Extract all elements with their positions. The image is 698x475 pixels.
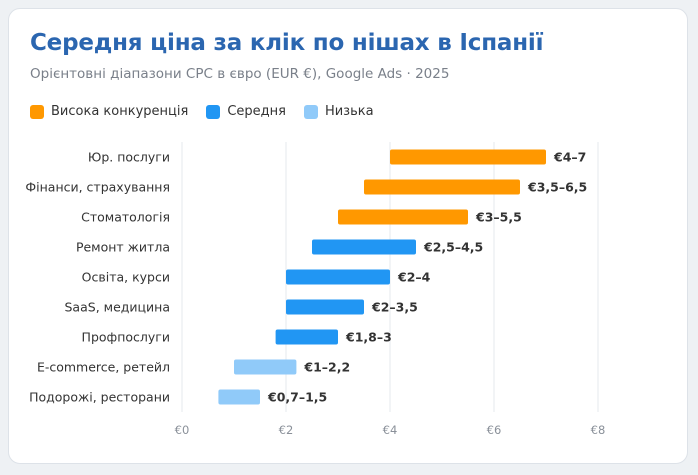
x-tick-label: €8 [591, 423, 606, 437]
x-tick-label: €4 [383, 423, 398, 437]
bar-value-label: €1–2,2 [303, 360, 350, 375]
range-bar [286, 299, 364, 315]
category-label: Юр. послуги [88, 150, 170, 165]
x-tick-label: €2 [279, 423, 294, 437]
bar-value-label: €3,5–6,5 [527, 180, 587, 195]
legend-swatch-low [303, 104, 318, 119]
bar-value-label: €2,5–4,5 [423, 240, 483, 255]
legend-label-medium: Середня [227, 104, 286, 119]
bar-value-label: €2–4 [397, 270, 431, 285]
chart-subtitle: Орієнтовні діапазони CPC в євро (EUR €),… [30, 66, 450, 82]
range-bar [218, 389, 260, 405]
bar-value-label: €1,8–3 [345, 330, 392, 345]
category-label: Стоматологія [81, 210, 170, 225]
legend-label-high: Висока конкуренція [51, 104, 189, 119]
bar-value-label: €3–5,5 [475, 210, 522, 225]
legend-item-low: Низька [303, 104, 374, 119]
legend-label-low: Низька [324, 104, 374, 119]
chart-title: Середня ціна за клік по нішах в Іспанії [30, 30, 544, 56]
category-label: Освіта, курси [82, 270, 170, 285]
bar-value-label: €2–3,5 [371, 300, 418, 315]
range-bar [286, 269, 390, 285]
bar-value-label: €4–7 [553, 150, 586, 165]
legend: Висока конкуренція Середня Низька [30, 104, 374, 119]
bar-value-label: €0,7–1,5 [267, 390, 327, 405]
range-bar [364, 179, 520, 195]
legend-item-high: Висока конкуренція [30, 104, 188, 119]
range-bar [312, 239, 416, 255]
category-label: Профпослуги [82, 330, 170, 345]
category-label: E-commerce, ретейл [37, 360, 170, 375]
category-label: SaaS, медицина [65, 300, 171, 315]
chart-card [8, 8, 688, 464]
range-bar [275, 329, 338, 345]
category-label: Ремонт житла [76, 240, 170, 255]
x-tick-label: €0 [175, 423, 190, 437]
range-bar [234, 359, 297, 375]
legend-swatch-medium [206, 104, 221, 119]
range-bar [338, 209, 468, 225]
category-label: Фінанси, страхування [25, 180, 170, 195]
legend-swatch-high [30, 104, 44, 119]
x-tick-label: €6 [487, 423, 502, 437]
legend-item-medium: Середня [206, 104, 286, 119]
category-label: Подорожі, ресторани [29, 390, 170, 405]
range-bar [390, 149, 546, 165]
